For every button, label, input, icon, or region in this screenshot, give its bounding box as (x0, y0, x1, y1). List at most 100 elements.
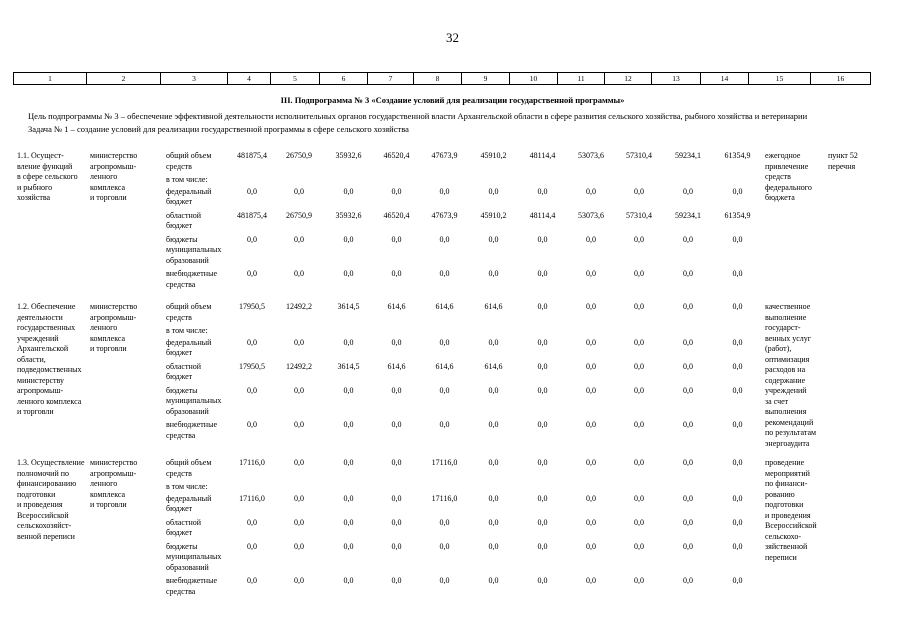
funding-value-cell: 0,0 (488, 186, 499, 196)
measure-name: 1.2. Обеспечение деятельности государств… (17, 302, 82, 416)
funding-values: 0,0 0,0 0,0 0,0 0,0 0,0 (230, 338, 762, 349)
funding-value-cell: 0,0 (294, 458, 304, 467)
funding-value-cell: 0,0 (488, 517, 499, 527)
funding-values: 0,0 0,0 0,0 0,0 0,0 0,0 (230, 269, 762, 280)
funding-row: в том числе: (162, 482, 762, 493)
funding-value-cell: 0,0 (634, 385, 644, 395)
funding-value-cell: 0,0 (439, 269, 450, 278)
subprogram-goal-line: Цель подпрограммы № 3 – обеспечение эффе… (28, 111, 808, 121)
funding-value-cell: 0,0 (488, 337, 499, 347)
column-number-cell: 7 (367, 72, 414, 85)
funding-value-cell: 0,0 (586, 517, 596, 527)
funding-value-cell: 0,0 (537, 458, 548, 467)
funding-value-cell: 0,0 (634, 541, 644, 551)
column-number-cell: 14 (700, 72, 749, 85)
funding-value-cell: 17116,0 (239, 493, 265, 503)
funding-value-cell: 0,0 (294, 337, 304, 347)
subprogram-title: III. Подпрограмма № 3 «Создание условий … (280, 95, 625, 105)
funding-value-cell: 0,0 (732, 186, 743, 196)
funding-value-cell: 12492,2 (286, 361, 312, 371)
funding-row: бюджеты муниципальных образований 0,0 0,… (162, 542, 762, 574)
funding-value-cell: 0,0 (683, 234, 693, 244)
funding-value-cell: 0,0 (439, 234, 450, 244)
funding-value-cell: 0,0 (247, 269, 257, 278)
funding-value-cell: 0,0 (586, 337, 596, 347)
funding-value-cell: 0,0 (537, 493, 548, 503)
funding-value-cell: 45910,2 (480, 151, 507, 160)
funding-source-label: федеральный бюджет (166, 337, 212, 358)
funding-value-cell: 46520,4 (383, 151, 410, 160)
table-row: 1.2. Обеспечение деятельности государств… (13, 302, 886, 449)
funding-values: 17950,5 12492,2 3614,5 614,6 614,6 (230, 302, 762, 313)
column-number-cell: 11 (557, 72, 605, 85)
funding-value-cell: 0,0 (586, 458, 596, 467)
funding-value-cell: 53073,6 (578, 210, 604, 220)
funding-value-cell: 0,0 (732, 385, 743, 395)
funding-value-cell: 0,0 (294, 541, 304, 551)
column-number-cell: 2 (86, 72, 161, 85)
table-row: 1.1. Осущест- вление функций в сфере сел… (13, 151, 886, 293)
funding-value-cell: 0,0 (683, 493, 693, 503)
funding-value-cell: 0,0 (391, 385, 402, 395)
funding-value-cell: 0,0 (247, 385, 257, 395)
funding-value-cell: 0,0 (294, 234, 304, 244)
measures-table: 1.1. Осущест- вление функций в сфере сел… (13, 151, 886, 609)
funding-value-cell: 0,0 (732, 269, 743, 278)
funding-value-cell: 46520,4 (383, 210, 410, 220)
funding-values: 0,0 0,0 0,0 0,0 0,0 0,0 (230, 420, 762, 431)
expected-result: ежегодное привлечение средств федерально… (765, 151, 812, 202)
funding-value-cell: 0,0 (391, 420, 402, 429)
funding-value-cell: 0,0 (488, 458, 499, 467)
funding-value-cell: 0,0 (634, 517, 644, 527)
funding-values: 17116,0 0,0 0,0 0,0 17116,0 (230, 458, 762, 469)
funding-value-cell: 0,0 (343, 234, 354, 244)
funding-value-cell: 0,0 (343, 337, 354, 347)
funding-value-cell: 0,0 (247, 541, 257, 551)
column-number-cell: 5 (270, 72, 320, 85)
funding-value-cell: 0,0 (343, 385, 354, 395)
funding-value-cell: 0,0 (343, 420, 354, 429)
funding-rows: общий объем средств 17950,5 12492,2 3614… (162, 302, 762, 444)
funding-value-cell: 0,0 (391, 541, 402, 551)
funding-row: в том числе: (162, 175, 762, 186)
funding-value-cell: 0,0 (586, 576, 596, 585)
funding-values: 17950,5 12492,2 3614,5 614,6 614,6 (230, 362, 762, 373)
funding-value-cell: 59234,1 (675, 210, 701, 220)
funding-value-cell: 0,0 (247, 186, 257, 196)
funding-value-cell: 0,0 (732, 337, 743, 347)
funding-value-cell: 614,6 (387, 302, 406, 311)
funding-value-cell: 0,0 (586, 361, 596, 371)
funding-value-cell: 614,6 (484, 302, 503, 311)
page-number: 32 (446, 30, 459, 45)
funding-value-cell: 0,0 (294, 385, 304, 395)
funding-value-cell: 0,0 (586, 541, 596, 551)
funding-values: 0,0 0,0 0,0 0,0 0,0 0,0 (230, 235, 762, 246)
funding-value-cell: 0,0 (247, 337, 257, 347)
funding-source-label: областной бюджет (166, 517, 202, 538)
funding-value-cell: 0,0 (294, 420, 304, 429)
funding-value-cell: 0,0 (586, 269, 596, 278)
measure-executor: министерство агропромыш- ленного комплек… (90, 151, 138, 202)
funding-row: внебюджетные средства 0,0 0,0 0,0 (162, 420, 762, 441)
funding-row: федеральный бюджет 0,0 0,0 0,0 (162, 338, 762, 359)
funding-source-label: бюджеты муниципальных образований (166, 234, 222, 265)
funding-source-label: в том числе: (166, 482, 208, 491)
funding-value-cell: 17950,5 (239, 302, 265, 311)
funding-value-cell: 0,0 (488, 269, 499, 278)
funding-value-cell: 0,0 (683, 420, 693, 429)
funding-value-cell: 0,0 (294, 269, 304, 278)
funding-value-cell: 0,0 (537, 361, 548, 371)
funding-source-label: областной бюджет (166, 210, 202, 231)
funding-value-cell: 0,0 (294, 493, 304, 503)
funding-row: бюджеты муниципальных образований 0,0 0,… (162, 235, 762, 267)
column-number-cell: 12 (604, 72, 652, 85)
funding-value-cell: 0,0 (732, 302, 743, 311)
funding-value-cell: 0,0 (683, 337, 693, 347)
funding-value-cell: 0,0 (343, 541, 354, 551)
funding-value-cell: 0,0 (391, 576, 402, 585)
funding-value-cell: 0,0 (439, 541, 450, 551)
column-number-cell: 9 (461, 72, 510, 85)
funding-values: 0,0 0,0 0,0 0,0 0,0 0,0 (230, 386, 762, 397)
funding-row: общий объем средств 17950,5 12492,2 3614… (162, 302, 762, 323)
